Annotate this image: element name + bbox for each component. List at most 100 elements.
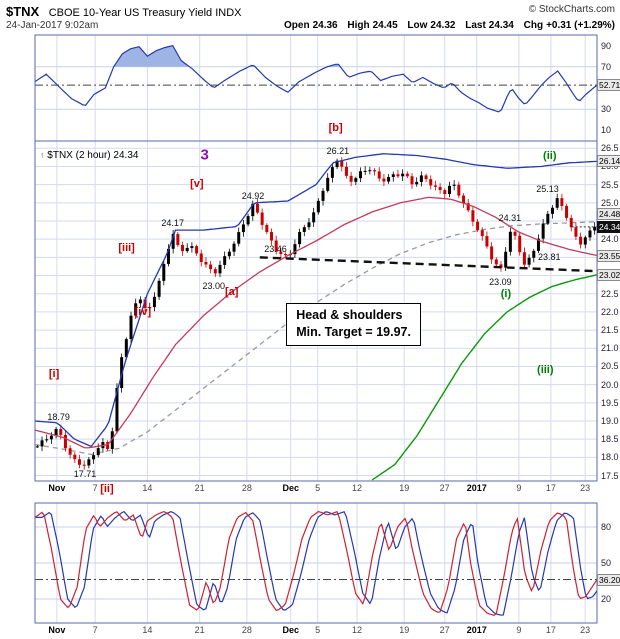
chart-title: ↑ $TNX (2 hour) 24.34 [40,150,138,161]
y-tick: 10 [601,125,612,136]
wave-label: [ii] [100,483,114,495]
x-axis-label: 5 [315,625,321,635]
x-axis-label: 2017 [466,625,487,635]
overlay-value-box: 23.02 [597,268,620,281]
chart-type-icon: ↑ [40,150,45,160]
y-tick: 30 [601,104,612,115]
price-annotation: 26.21 [326,146,350,157]
chart-title-text: $TNX (2 hour) 24.34 [47,150,139,161]
price-annotation: 25.13 [536,184,559,194]
price-annotation: 23.00 [202,280,225,291]
chg-value: +0.31 (+1.29%) [546,20,615,31]
chg-label: Chg [523,20,544,31]
price-annotation: 18.79 [47,411,70,422]
y-tick: 18.5 [601,434,619,445]
y-tick: 21.0 [601,343,619,354]
x-axis-label: 28 [241,483,252,493]
y-tick: 19.0 [601,416,619,426]
x-axis-label: 12 [352,483,363,493]
y-tick: 50 [601,558,612,568]
indicator-value-box: 36.20 [597,573,620,586]
x-axis-label: 21 [194,625,205,635]
x-axis-label: Nov [48,483,66,493]
wave-label: [a] [224,285,239,298]
overlay-value-box: 26.14 [597,155,620,168]
note-line: Min. Target = 19.97. [296,325,411,340]
note-box: Head & shoulders Min. Target = 19.97. [286,302,421,346]
x-axis-label: 9 [516,483,522,493]
wave-label: [iv] [134,305,152,318]
y-tick: 24.0 [601,234,619,245]
y-tick: 19.5 [601,397,619,408]
x-axis-label: 23 [580,625,591,635]
header-line1: $TNX CBOE 10-Year US Treasury Yield INDX [6,3,241,21]
y-tick: 26.5 [601,143,619,154]
wave-label: [iii] [118,242,135,255]
y-tick: 70 [601,61,612,72]
x-axis-label: 14 [142,625,153,635]
x-axis-label: 12 [352,625,363,635]
wave-label: [i] [48,367,60,380]
low-value: 24.32 [430,20,456,31]
low-label: Low [407,20,428,31]
last-label: Last [465,20,486,31]
x-axis-label: 28 [241,625,252,635]
y-tick: 18.0 [601,452,619,463]
copyright: © StockCharts.com [528,4,615,15]
open-value: 24.36 [312,20,338,31]
symbol: $TNX [6,4,40,19]
x-axis-label: Nov [48,625,66,635]
wave-label: (i) [500,287,512,300]
y-tick: 90 [601,40,612,51]
x-axis-label: 19 [399,483,410,493]
open-label: Open [284,20,310,31]
x-axis-label: 9 [516,625,522,635]
price-annotation: 23.46 [264,244,287,255]
x-axis-label: 7 [92,483,98,493]
high-label: High [347,20,370,31]
x-axis-label: 2017 [466,483,487,493]
overlay-value-box: 24.48 [597,207,620,220]
indicator-value-box: 52.71 [597,79,620,92]
overlay-value-box: 23.55 [597,249,620,262]
x-axis-label: 23 [580,483,591,493]
x-axis-label: 14 [142,483,153,493]
x-axis-label: 17 [545,483,556,493]
price-annotation: 23.09 [489,277,512,288]
y-tick: 25.0 [601,197,619,208]
price-annotation: 23.81 [537,252,561,263]
quote-line: Open 24.36 High 24.45 Low 24.32 Last 24.34 C… [277,20,615,31]
wave-label: (iii) [537,364,554,377]
y-tick: 22.0 [601,306,619,317]
last-price-box: 24.34 [597,220,620,233]
y-tick: 20 [601,594,612,604]
x-axis-label: 19 [399,625,410,635]
wave-label: (ii) [543,149,557,162]
y-tick: 21.5 [601,325,619,336]
chart-datetime: 24-Jan-2017 9:02am [6,20,99,31]
y-tick: 22.5 [601,288,619,299]
y-tick: 20.0 [601,379,619,390]
y-tick: 80 [601,522,612,532]
x-axis-label: 21 [194,483,205,493]
x-axis-label: 27 [439,625,450,635]
x-axis-label: 27 [439,483,450,493]
y-tick: 17.5 [601,470,619,481]
price-annotation: 24.31 [498,213,522,224]
price-annotation: 24.17 [161,217,184,228]
note-line: Head & shoulders [296,307,403,322]
last-value: 24.34 [488,20,514,31]
y-tick: 20.5 [601,361,619,372]
wave-label: [v] [190,177,204,190]
high-value: 24.45 [372,20,398,31]
x-axis-label: 5 [315,483,321,493]
price-annotation: 24.92 [241,191,265,202]
x-axis-label: Dec [282,625,299,635]
x-axis-label: Dec [282,483,299,493]
x-axis-label: 17 [545,625,556,635]
wave-label: [b] [328,122,343,135]
x-axis-label: 7 [92,625,98,635]
y-tick: 25.5 [601,179,619,190]
wave-label: 3 [200,146,209,164]
